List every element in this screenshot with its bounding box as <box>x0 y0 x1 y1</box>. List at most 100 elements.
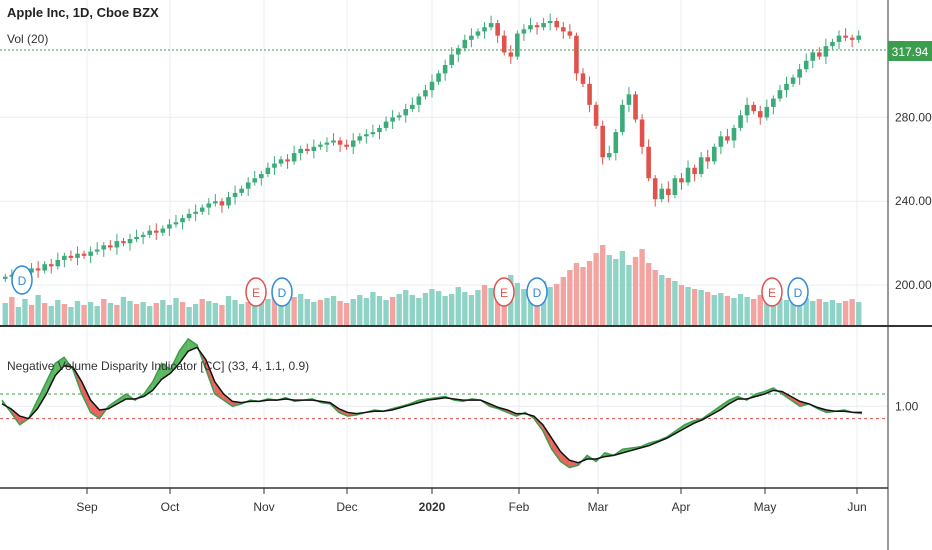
candle-body <box>541 23 546 28</box>
candle-body <box>140 234 146 237</box>
candle-body <box>784 83 789 91</box>
volume-bar <box>659 275 665 325</box>
volume-bar <box>842 301 849 325</box>
indicator-fill <box>179 338 189 364</box>
indicator-fill <box>161 363 171 380</box>
volume-bar <box>764 292 770 325</box>
candle-body <box>62 255 67 260</box>
volume-bar <box>337 301 343 325</box>
candle-body <box>561 27 566 32</box>
volume-bar <box>370 292 376 325</box>
volume-bar <box>554 284 560 325</box>
time-axis: Sep Oct Nov Dec 2020 Feb Mar Apr May Jun <box>76 488 867 514</box>
candle-body <box>121 241 126 244</box>
candle-body <box>731 127 737 141</box>
indicator-fill <box>37 381 47 409</box>
volume-bar <box>849 299 855 325</box>
volume-bar <box>600 245 606 325</box>
volume-bar <box>28 305 35 325</box>
volume-bar <box>462 292 468 325</box>
earnings-marker[interactable]: E <box>493 277 515 307</box>
candle-body <box>751 104 756 112</box>
volume-bar <box>573 263 580 325</box>
candle-body <box>633 94 638 120</box>
volume-bar <box>810 301 816 325</box>
last-price-tag[interactable] <box>888 41 932 61</box>
candle-body <box>606 153 612 158</box>
candle-body <box>68 255 74 258</box>
candle-body <box>836 35 842 42</box>
candle-body <box>265 167 271 175</box>
dividend-marker[interactable]: D <box>526 277 548 307</box>
candle-body <box>219 201 225 206</box>
volume-bar <box>396 294 402 325</box>
candle-body <box>213 201 218 204</box>
volume-bar <box>494 293 501 325</box>
candle-body <box>252 178 258 183</box>
volume-bar <box>567 270 573 325</box>
candle-body <box>672 178 678 195</box>
volume-bar <box>777 298 783 325</box>
earnings-marker[interactable]: E <box>245 277 267 307</box>
candle-body <box>849 37 855 40</box>
candle-body <box>278 159 284 164</box>
time-tick-label: Sep <box>76 500 98 514</box>
dividend-marker[interactable]: D <box>271 277 293 307</box>
volume-bar <box>829 300 836 325</box>
candle-body <box>462 39 468 49</box>
indicator-axis: 1.00 <box>895 399 919 413</box>
candle-body <box>259 174 264 179</box>
volume-bar <box>41 303 48 325</box>
volume-title[interactable]: Vol (20) <box>7 32 48 46</box>
volume-bar <box>265 299 271 325</box>
volume-bar <box>455 287 461 325</box>
volume-bar <box>836 303 842 325</box>
indicator-title[interactable]: Negative Volume Disparity Indicator [CC]… <box>7 359 309 373</box>
candle-body <box>639 119 645 147</box>
candle-body <box>436 73 441 82</box>
candle-body <box>823 46 829 57</box>
candle-body <box>587 83 592 105</box>
candle-body <box>646 146 651 179</box>
volume-bar <box>206 301 212 325</box>
candle-body <box>147 230 153 235</box>
volume-bar <box>107 303 114 325</box>
volume-bars <box>2 245 862 325</box>
candle-body <box>764 106 770 118</box>
candle-body <box>324 142 330 145</box>
volume-bar <box>429 289 435 325</box>
candle-body <box>449 54 454 65</box>
volume-bar <box>481 285 488 325</box>
volume-bar <box>350 299 356 325</box>
volume-bar <box>626 265 632 325</box>
dividend-marker[interactable]: D <box>11 265 33 295</box>
earnings-marker[interactable]: E <box>761 277 783 307</box>
volume-bar <box>153 303 159 325</box>
candle-body <box>790 77 796 84</box>
volume-bar <box>35 295 41 325</box>
candle-body <box>711 146 717 162</box>
candle-body <box>357 136 363 141</box>
candle-body <box>206 203 212 208</box>
indicator-fill <box>551 438 561 462</box>
volume-bar <box>422 293 429 325</box>
candle-body <box>245 182 251 189</box>
volume-bar <box>856 302 862 325</box>
price-tick-label: 280.00 <box>895 110 932 124</box>
indicator-fill <box>720 400 730 410</box>
symbol-title[interactable]: Apple Inc, 1D, Cboe BZX <box>7 5 159 20</box>
volume-bar <box>252 298 258 325</box>
candle-body <box>410 104 415 110</box>
candle-body <box>383 121 389 128</box>
candle-body <box>534 25 540 28</box>
indicator-fill <box>117 394 127 404</box>
dividend-marker[interactable]: D <box>787 277 809 307</box>
volume-bar <box>442 296 448 325</box>
candle-body <box>193 211 198 214</box>
price-axis: 200.00 240.00 280.00 <box>895 110 932 292</box>
candle-body <box>777 90 783 99</box>
volume-bar <box>757 295 763 325</box>
volume-bar <box>619 251 626 325</box>
volume-bar <box>672 281 678 325</box>
price-tick-label: 200.00 <box>895 278 932 292</box>
